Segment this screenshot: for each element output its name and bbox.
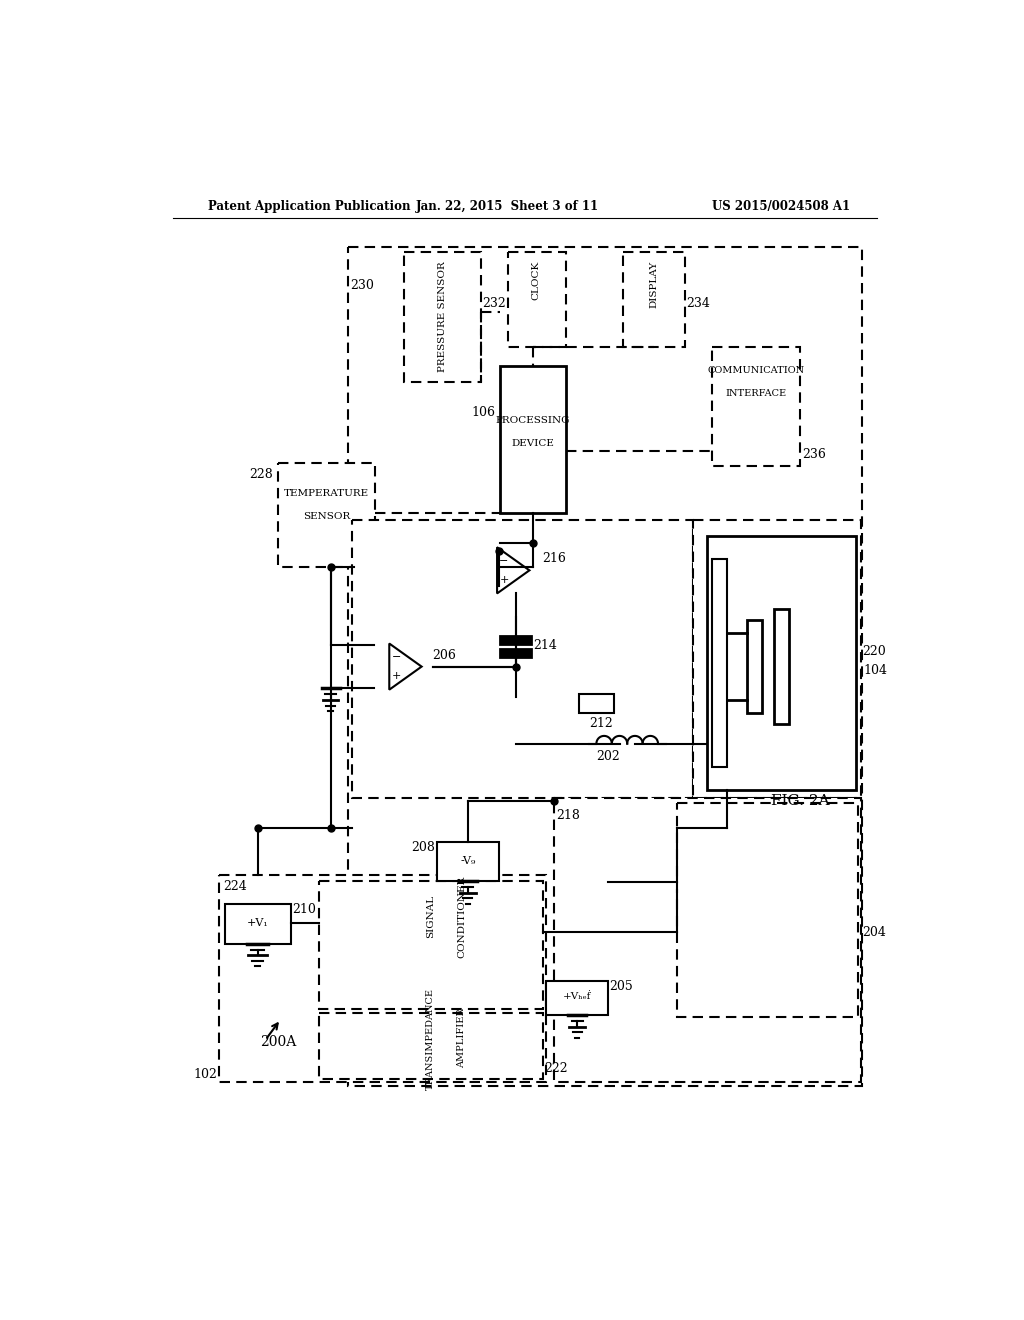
Text: 102: 102 [194, 1068, 217, 1081]
Text: 208: 208 [411, 841, 435, 854]
Bar [348, 247, 862, 1086]
Text: SIGNAL: SIGNAL [426, 895, 435, 939]
Text: PROCESSING: PROCESSING [496, 416, 569, 425]
Text: 214: 214 [534, 639, 557, 652]
Bar [677, 803, 858, 1016]
Text: 202: 202 [596, 750, 621, 763]
Text: 200A: 200A [260, 1035, 296, 1049]
Text: −: − [500, 556, 509, 566]
Text: 212: 212 [589, 717, 612, 730]
Bar [437, 842, 499, 880]
Bar [508, 252, 565, 347]
Bar [352, 520, 692, 797]
Bar [707, 536, 856, 789]
Bar [219, 875, 547, 1082]
Text: +: + [391, 671, 401, 681]
Text: 224: 224 [223, 880, 247, 892]
Text: 216: 216 [543, 552, 566, 565]
Text: 218: 218 [556, 809, 581, 822]
Text: 104: 104 [863, 664, 888, 677]
Text: 205: 205 [609, 979, 633, 993]
Bar [712, 558, 727, 767]
Text: +Vₕₑḟ: +Vₕₑḟ [563, 993, 591, 1002]
Text: CONDITIONER: CONDITIONER [457, 875, 466, 958]
Bar [224, 904, 291, 944]
Text: 220: 220 [862, 644, 886, 657]
Text: US 2015/0024508 A1: US 2015/0024508 A1 [713, 199, 851, 213]
Text: TRANSIMPEDANCE: TRANSIMPEDANCE [426, 987, 435, 1089]
Text: 204: 204 [862, 925, 886, 939]
Text: 234: 234 [686, 297, 711, 310]
Bar [712, 347, 801, 466]
Text: PRESSURE SENSOR: PRESSURE SENSOR [438, 261, 446, 371]
Text: 232: 232 [482, 297, 506, 310]
Bar [624, 252, 685, 347]
Text: DEVICE: DEVICE [511, 438, 554, 447]
Bar [500, 649, 531, 656]
Text: INTERFACE: INTERFACE [725, 389, 786, 397]
Bar [554, 797, 860, 1082]
Text: COMMUNICATION: COMMUNICATION [708, 366, 805, 375]
Text: +: + [500, 574, 509, 585]
Text: 230: 230 [350, 279, 374, 292]
Text: CLOCK: CLOCK [531, 261, 541, 300]
Bar [279, 462, 376, 566]
Text: AMPLIFIER: AMPLIFIER [457, 1008, 466, 1068]
Bar [547, 981, 608, 1015]
Text: Jan. 22, 2015  Sheet 3 of 11: Jan. 22, 2015 Sheet 3 of 11 [417, 199, 599, 213]
Text: -V₉: -V₉ [460, 855, 475, 866]
Text: DISPLAY: DISPLAY [649, 261, 658, 308]
Text: 210: 210 [292, 903, 316, 916]
Text: +V₁: +V₁ [247, 917, 268, 928]
Text: 236: 236 [802, 449, 826, 462]
Bar [692, 520, 860, 797]
Text: 206: 206 [432, 648, 457, 661]
Bar [579, 693, 614, 713]
Bar [746, 620, 762, 713]
Text: FIG. 2A: FIG. 2A [771, 795, 829, 808]
Text: Patent Application Publication: Patent Application Publication [208, 199, 410, 213]
Text: TEMPERATURE: TEMPERATURE [285, 488, 370, 498]
Bar [403, 252, 481, 381]
Bar [319, 880, 543, 1010]
Text: 222: 222 [544, 1061, 567, 1074]
Text: 228: 228 [249, 469, 273, 480]
Text: −: − [391, 652, 401, 663]
Bar [773, 609, 788, 725]
Bar [500, 636, 531, 644]
Text: SENSOR: SENSOR [303, 512, 350, 521]
Bar [500, 367, 565, 512]
Text: 106: 106 [471, 407, 496, 418]
Bar [319, 1014, 543, 1078]
